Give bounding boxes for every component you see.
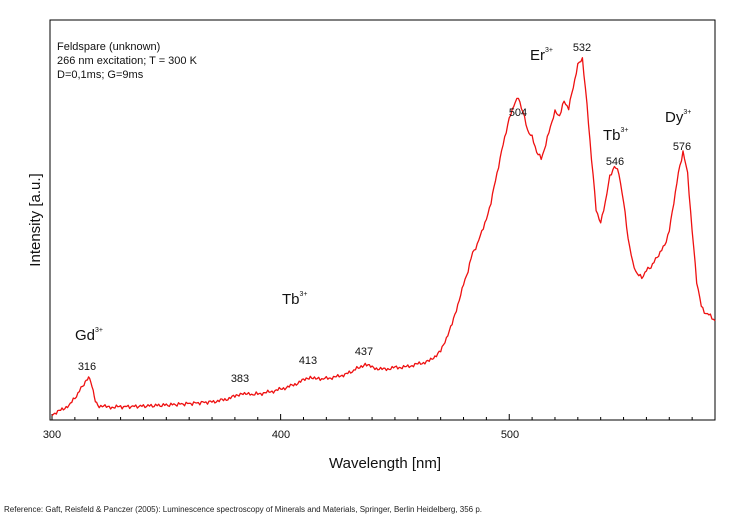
info-line-2: 266 nm excitation; T = 300 K (57, 55, 198, 67)
peak-label-504: 504 (509, 107, 527, 119)
ion-label-dy: Dy3+ (665, 109, 691, 126)
peak-label-437: 437 (355, 346, 373, 358)
ion-tb1-sup: 3+ (300, 291, 308, 298)
ion-dy-sup: 3+ (683, 109, 691, 116)
info-line-3: D=0,1ms; G=9ms (57, 69, 144, 81)
peak-label-383: 383 (231, 373, 249, 385)
peak-label-532: 532 (573, 42, 591, 54)
ion-label-tb-1: Tb3+ (282, 291, 308, 308)
x-tick-label-500: 500 (501, 429, 519, 441)
ion-label-tb-2: Tb3+ (603, 127, 629, 144)
ion-tb2-base: Tb (603, 127, 621, 144)
x-axis-ticks (51, 414, 716, 420)
ion-label-gd: Gd3+ (75, 327, 103, 344)
ion-tb2-sup: 3+ (621, 127, 629, 134)
x-tick-label-300: 300 (43, 429, 61, 441)
y-axis-label: Intensity [a.u.] (27, 173, 44, 266)
ion-dy-base: Dy (665, 109, 684, 126)
x-axis-label: Wavelength [nm] (329, 455, 441, 472)
spectrum-series-line (51, 57, 716, 417)
peak-label-546: 546 (606, 156, 624, 168)
ion-label-er: Er3+ (530, 47, 553, 64)
peak-label-413: 413 (299, 355, 317, 367)
peak-label-316: 316 (78, 361, 96, 373)
ion-tb1-base: Tb (282, 291, 300, 308)
ion-er-base: Er (530, 47, 545, 64)
x-tick-label-400: 400 (272, 429, 290, 441)
ion-er-sup: 3+ (545, 47, 553, 54)
plot-frame (49, 19, 716, 421)
info-line-1: Feldspare (unknown) (57, 41, 160, 53)
ion-gd-sup: 3+ (95, 327, 103, 334)
peak-label-576: 576 (673, 141, 691, 153)
ion-gd-base: Gd (75, 327, 95, 344)
reference-text: Reference: Gaft, Reisfeld & Panczer (200… (4, 505, 483, 514)
